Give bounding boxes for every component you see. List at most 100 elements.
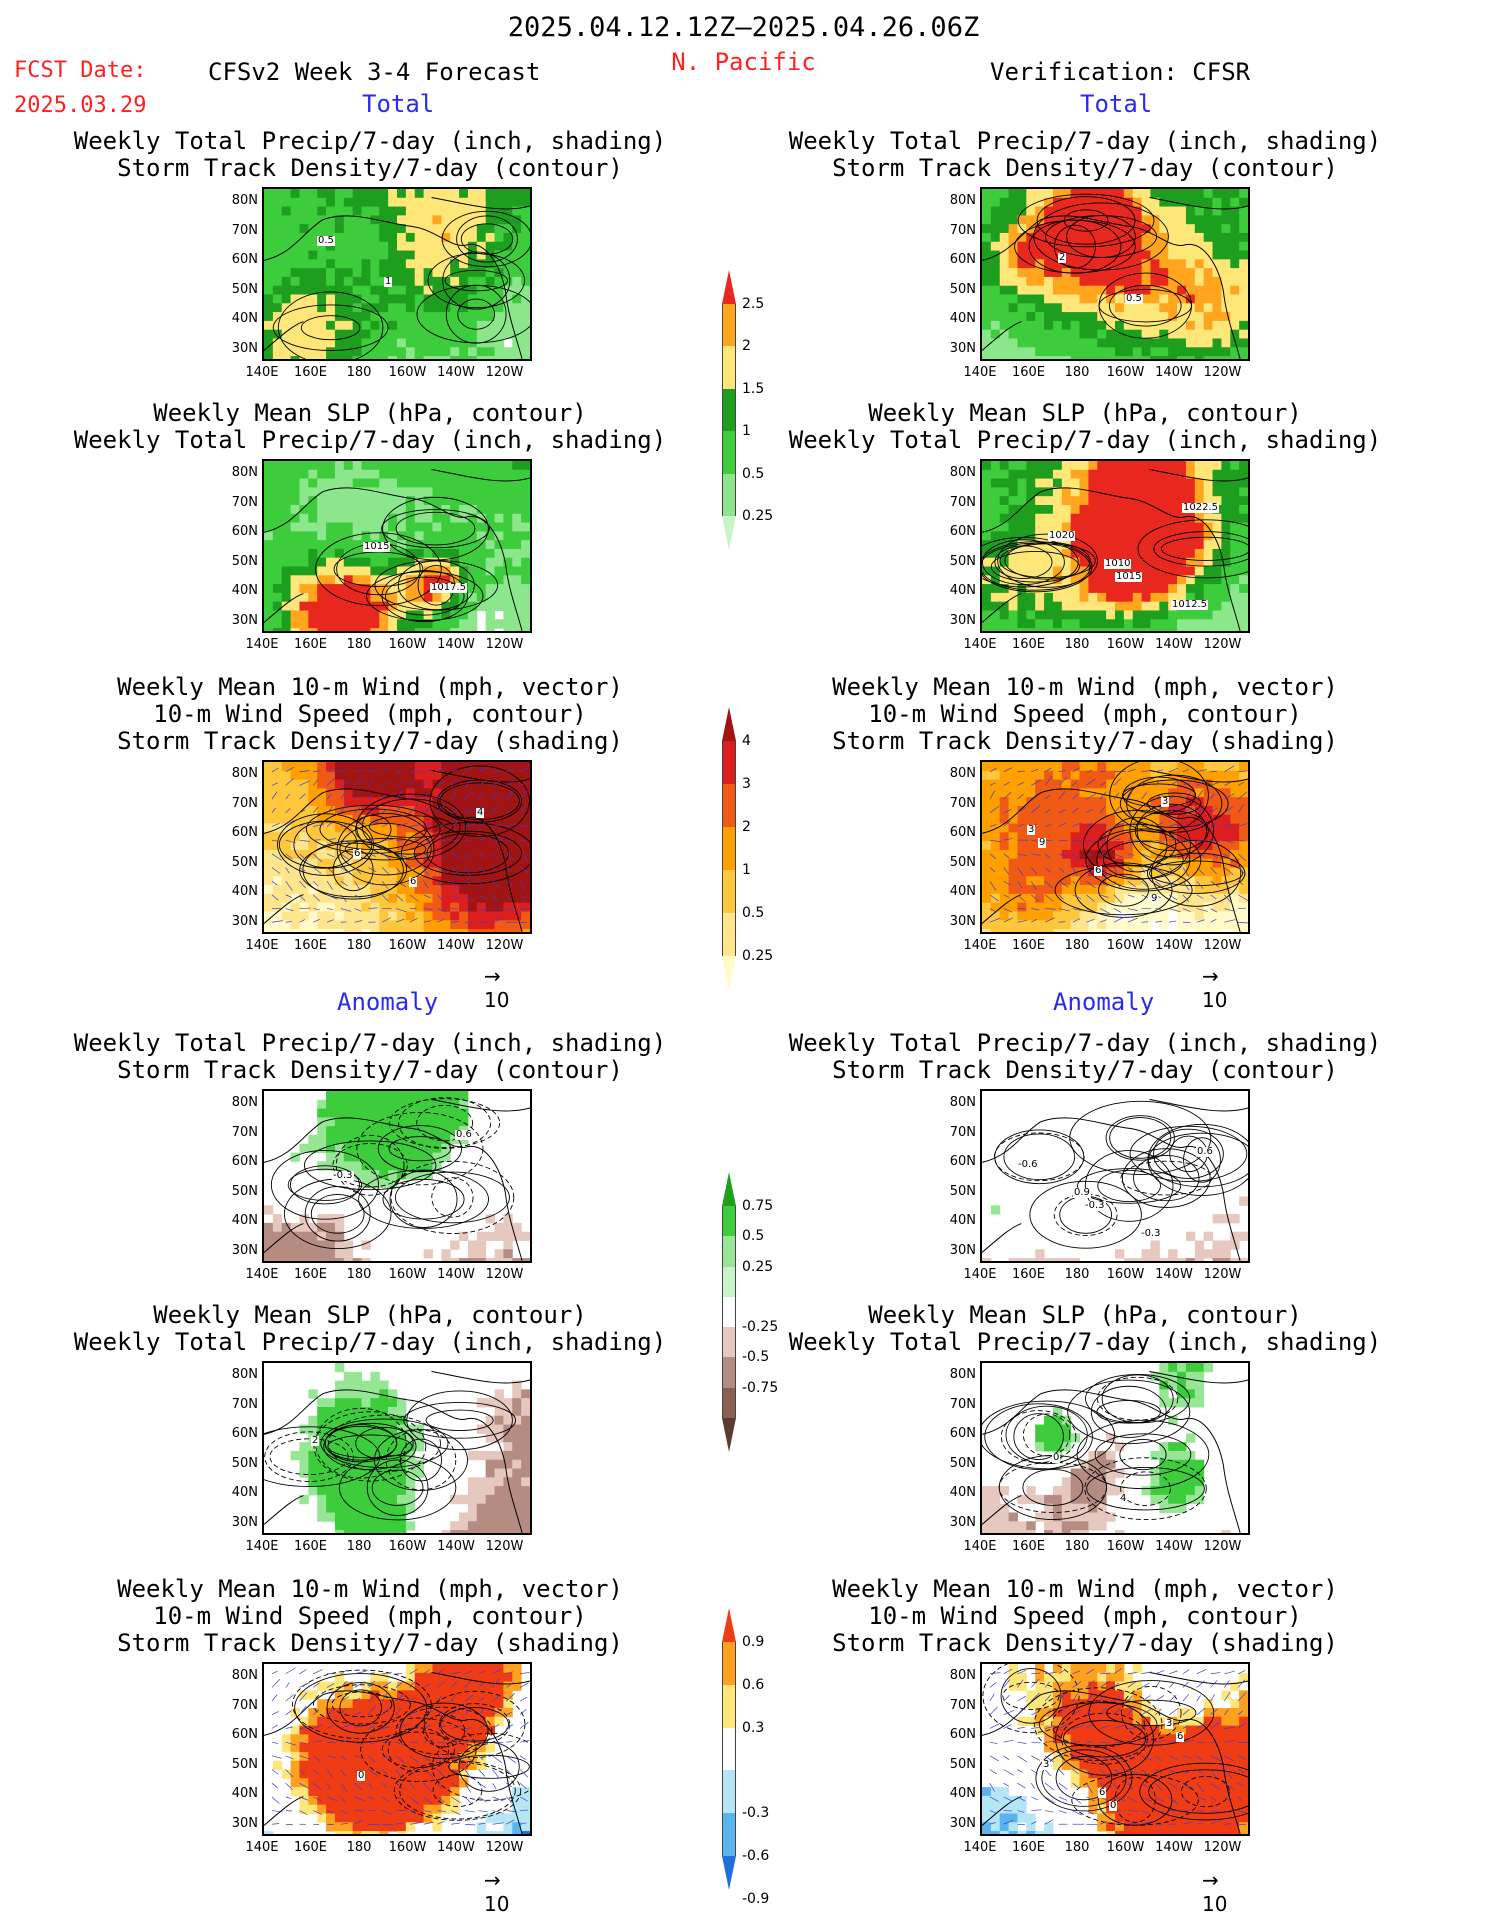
contour-line xyxy=(1147,792,1202,815)
shading-cell xyxy=(512,876,522,886)
shading-cell xyxy=(370,206,380,216)
wind-vector xyxy=(1113,806,1120,814)
shading-cell xyxy=(299,250,309,260)
shading-cell xyxy=(1070,893,1081,904)
shading-cell xyxy=(290,513,300,524)
shading-cell xyxy=(1150,823,1160,833)
shading-cell xyxy=(485,770,496,781)
shading-cell xyxy=(1026,762,1036,772)
shading-cell xyxy=(1239,285,1248,296)
shading-cell xyxy=(432,805,442,816)
lon-tick-label: 180 xyxy=(346,1267,372,1282)
wind-vector xyxy=(340,839,352,844)
shading-cell xyxy=(485,1459,496,1470)
shading-cell xyxy=(494,1503,504,1513)
shading-cell xyxy=(281,1258,292,1261)
shading-cell xyxy=(405,1494,416,1505)
shading-cell xyxy=(1168,250,1178,260)
contour-line xyxy=(1054,865,1193,916)
shading-cell xyxy=(334,841,345,851)
shading-cell xyxy=(990,513,1001,524)
shading-cell xyxy=(290,929,300,932)
contour-line xyxy=(315,532,442,607)
shading-cell xyxy=(388,320,398,331)
shading-cell xyxy=(476,779,487,789)
shading-cell xyxy=(1052,628,1063,631)
shading-cell xyxy=(432,197,442,208)
shading-cell xyxy=(1052,461,1063,471)
shading-cell xyxy=(512,1503,522,1513)
shading-cell xyxy=(450,461,460,471)
shading-cell xyxy=(1230,548,1240,559)
shading-cell xyxy=(1097,513,1107,524)
shading-cell xyxy=(432,823,442,833)
shading-cell xyxy=(308,876,318,886)
shading-cell xyxy=(370,1134,380,1145)
shading-cell xyxy=(1097,788,1107,798)
wind-vector xyxy=(1237,880,1244,886)
shading-cell xyxy=(326,1433,336,1443)
shading-cell xyxy=(1044,197,1054,208)
shading-cell xyxy=(1097,797,1107,807)
shading-cell xyxy=(361,1380,371,1390)
shading-cell xyxy=(1203,893,1214,904)
shading-cell xyxy=(982,189,992,199)
shading-cell xyxy=(264,320,274,331)
lat-tick-label: 30N xyxy=(949,913,976,929)
wind-vector xyxy=(1044,867,1052,873)
shading-cell xyxy=(1115,876,1125,886)
shading-cell xyxy=(397,259,407,269)
coastline xyxy=(982,469,1248,631)
shading-cell xyxy=(1150,224,1160,234)
shading-cell xyxy=(1194,215,1205,225)
shading-cell xyxy=(1132,329,1143,339)
contour-line xyxy=(1120,1160,1213,1196)
wind-vector xyxy=(1003,809,1012,814)
shading-cell xyxy=(379,770,389,781)
shading-cell xyxy=(1221,232,1231,243)
shading-cell xyxy=(1159,224,1169,234)
shading-cell xyxy=(405,320,416,331)
shading-cell xyxy=(1079,338,1089,348)
wind-vector xyxy=(478,778,489,786)
shading-cell xyxy=(272,1214,283,1224)
lat-tick-label: 30N xyxy=(231,1242,258,1258)
shading-cell xyxy=(1230,303,1240,313)
shading-cell xyxy=(1079,461,1089,471)
shading-cell xyxy=(299,522,309,532)
lat-tick-label: 60N xyxy=(949,825,976,840)
shading-cell xyxy=(405,1152,416,1162)
shading-cell xyxy=(1212,610,1222,620)
shading-cell xyxy=(1123,788,1134,798)
shading-cell xyxy=(264,911,274,921)
shading-cell xyxy=(1106,250,1116,260)
wind-vector xyxy=(492,918,504,923)
shading-cell xyxy=(1115,867,1125,877)
shading-cell xyxy=(1185,312,1196,322)
shading-cell xyxy=(281,779,292,789)
shading-cell xyxy=(423,303,433,313)
shading-cell xyxy=(503,197,513,208)
shading-cell xyxy=(281,557,292,568)
shading-cell xyxy=(1061,823,1072,833)
shading-cell xyxy=(343,1152,354,1162)
shading-cell xyxy=(405,929,416,932)
wind-vector xyxy=(1238,839,1245,842)
shading-cell xyxy=(1230,250,1240,260)
shading-cell xyxy=(1132,557,1143,568)
shading-cell xyxy=(1177,779,1187,789)
shading-cell xyxy=(308,1249,318,1259)
shading-cell xyxy=(299,920,309,930)
shading-cell xyxy=(326,504,336,515)
shading-cell xyxy=(264,294,274,304)
shading-cell xyxy=(326,215,336,225)
shading-cell xyxy=(326,601,336,611)
contour-line xyxy=(377,1125,463,1173)
map-canvas xyxy=(264,1363,530,1533)
shading-cell xyxy=(352,504,363,515)
shading-cell xyxy=(361,241,371,252)
shading-cell xyxy=(370,885,380,895)
shading-cell xyxy=(317,575,327,585)
shading-cell xyxy=(264,303,274,313)
wind-vector xyxy=(1003,782,1010,786)
